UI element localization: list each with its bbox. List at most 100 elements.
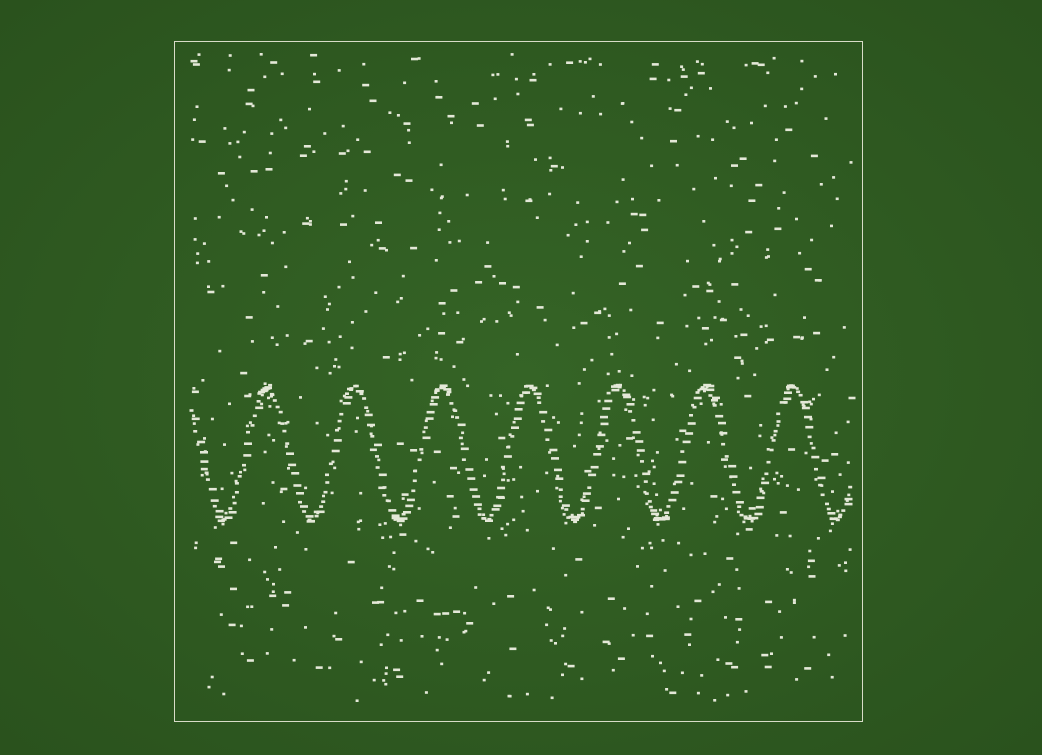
noise-dot: [665, 688, 669, 691]
noise-dot: [272, 439, 276, 442]
noise-dot: [405, 179, 413, 182]
noise-dot: [713, 316, 717, 319]
wave-dot: [516, 401, 525, 405]
noise-dot: [315, 666, 323, 669]
wave-dot: [313, 510, 317, 514]
noise-dot: [694, 599, 702, 603]
wave-dot: [759, 487, 763, 491]
wave-dot: [465, 468, 474, 471]
wave-dot: [221, 518, 225, 522]
noise-dot: [248, 393, 252, 396]
wave-dot: [558, 499, 562, 503]
wave-dot: [624, 408, 628, 411]
noise-dot: [675, 438, 679, 441]
noise-dot: [706, 289, 714, 293]
noise-dot: [724, 507, 728, 511]
wave-dot: [600, 422, 609, 426]
noise-dot: [285, 334, 289, 337]
wave-dot: [422, 436, 431, 440]
wave-dot: [743, 515, 748, 518]
wave-dot: [676, 474, 685, 477]
noise-dot: [245, 102, 253, 106]
noise-dot: [631, 633, 635, 637]
noise-dot: [284, 265, 288, 269]
wave-dot: [766, 448, 770, 451]
wave-dot: [712, 404, 717, 407]
noise-dot: [607, 336, 611, 339]
noise-dot: [328, 371, 332, 375]
wave-dot: [687, 422, 696, 425]
noise-dot: [846, 420, 850, 424]
wave-dot: [425, 417, 434, 420]
noise-dot: [240, 371, 248, 375]
noise-dot: [393, 668, 401, 672]
noise-dot: [750, 121, 753, 125]
noise-dot: [576, 201, 580, 204]
noise-dot: [615, 332, 619, 336]
noise-dot: [453, 610, 461, 613]
wave-dot: [512, 420, 516, 424]
noise-dot: [651, 654, 654, 658]
wave-dot: [362, 397, 367, 400]
noise-dot: [689, 617, 693, 621]
noise-dot: [817, 393, 821, 397]
noise-dot: [598, 431, 602, 435]
noise-dot: [618, 444, 622, 447]
noise-dot: [564, 521, 568, 525]
wave-dot: [750, 519, 754, 523]
wave-dot: [735, 501, 744, 504]
noise-dot: [713, 520, 717, 524]
noise-dot: [808, 400, 812, 404]
noise-dot: [643, 403, 647, 407]
noise-dot: [516, 92, 520, 96]
wave-dot: [729, 475, 738, 478]
wave-dot: [272, 399, 277, 402]
wave-dot: [525, 384, 534, 388]
noise-dot: [721, 458, 728, 461]
wave-dot: [221, 522, 225, 526]
wave-dot: [827, 512, 836, 515]
noise-dot: [236, 140, 240, 144]
noise-dot: [607, 642, 611, 645]
noise-dot: [230, 541, 238, 545]
noise-dot: [432, 480, 436, 484]
noise-dot: [573, 444, 576, 448]
noise-dot: [267, 396, 270, 400]
noise-dot: [770, 652, 773, 655]
noise-dot: [393, 173, 401, 177]
noise-dot: [269, 594, 277, 598]
noise-dot: [399, 297, 403, 300]
noise-dot: [304, 486, 308, 490]
noise-dot: [448, 241, 452, 244]
noise-dot: [217, 215, 221, 219]
noise-dot: [340, 223, 347, 226]
noise-dot: [442, 612, 450, 615]
dot-field: [189, 53, 856, 702]
wave-dot: [706, 384, 715, 388]
noise-dot: [378, 523, 382, 526]
wave-dot: [665, 511, 670, 514]
wave-dot: [555, 477, 564, 480]
noise-dot: [284, 422, 288, 425]
noise-dot: [482, 678, 486, 682]
noise-dot: [579, 255, 583, 258]
wave-dot: [439, 384, 448, 387]
wave-dot: [807, 435, 812, 439]
noise-dot: [580, 610, 584, 614]
wave-dot: [293, 484, 302, 487]
wave-dot: [825, 502, 829, 506]
wave-dot: [453, 409, 458, 412]
noise-dot: [774, 138, 778, 141]
noise-dot: [677, 541, 681, 545]
noise-dot: [335, 638, 343, 641]
noise-dot: [357, 527, 361, 531]
noise-dot: [807, 565, 811, 569]
noise-dot: [668, 107, 672, 110]
noise-dot: [766, 71, 770, 75]
wave-dot: [472, 495, 481, 498]
wave-dot: [657, 518, 666, 521]
noise-dot: [362, 62, 366, 66]
noise-dot: [779, 636, 783, 639]
noise-dot: [292, 658, 296, 662]
wave-dot: [776, 412, 781, 416]
